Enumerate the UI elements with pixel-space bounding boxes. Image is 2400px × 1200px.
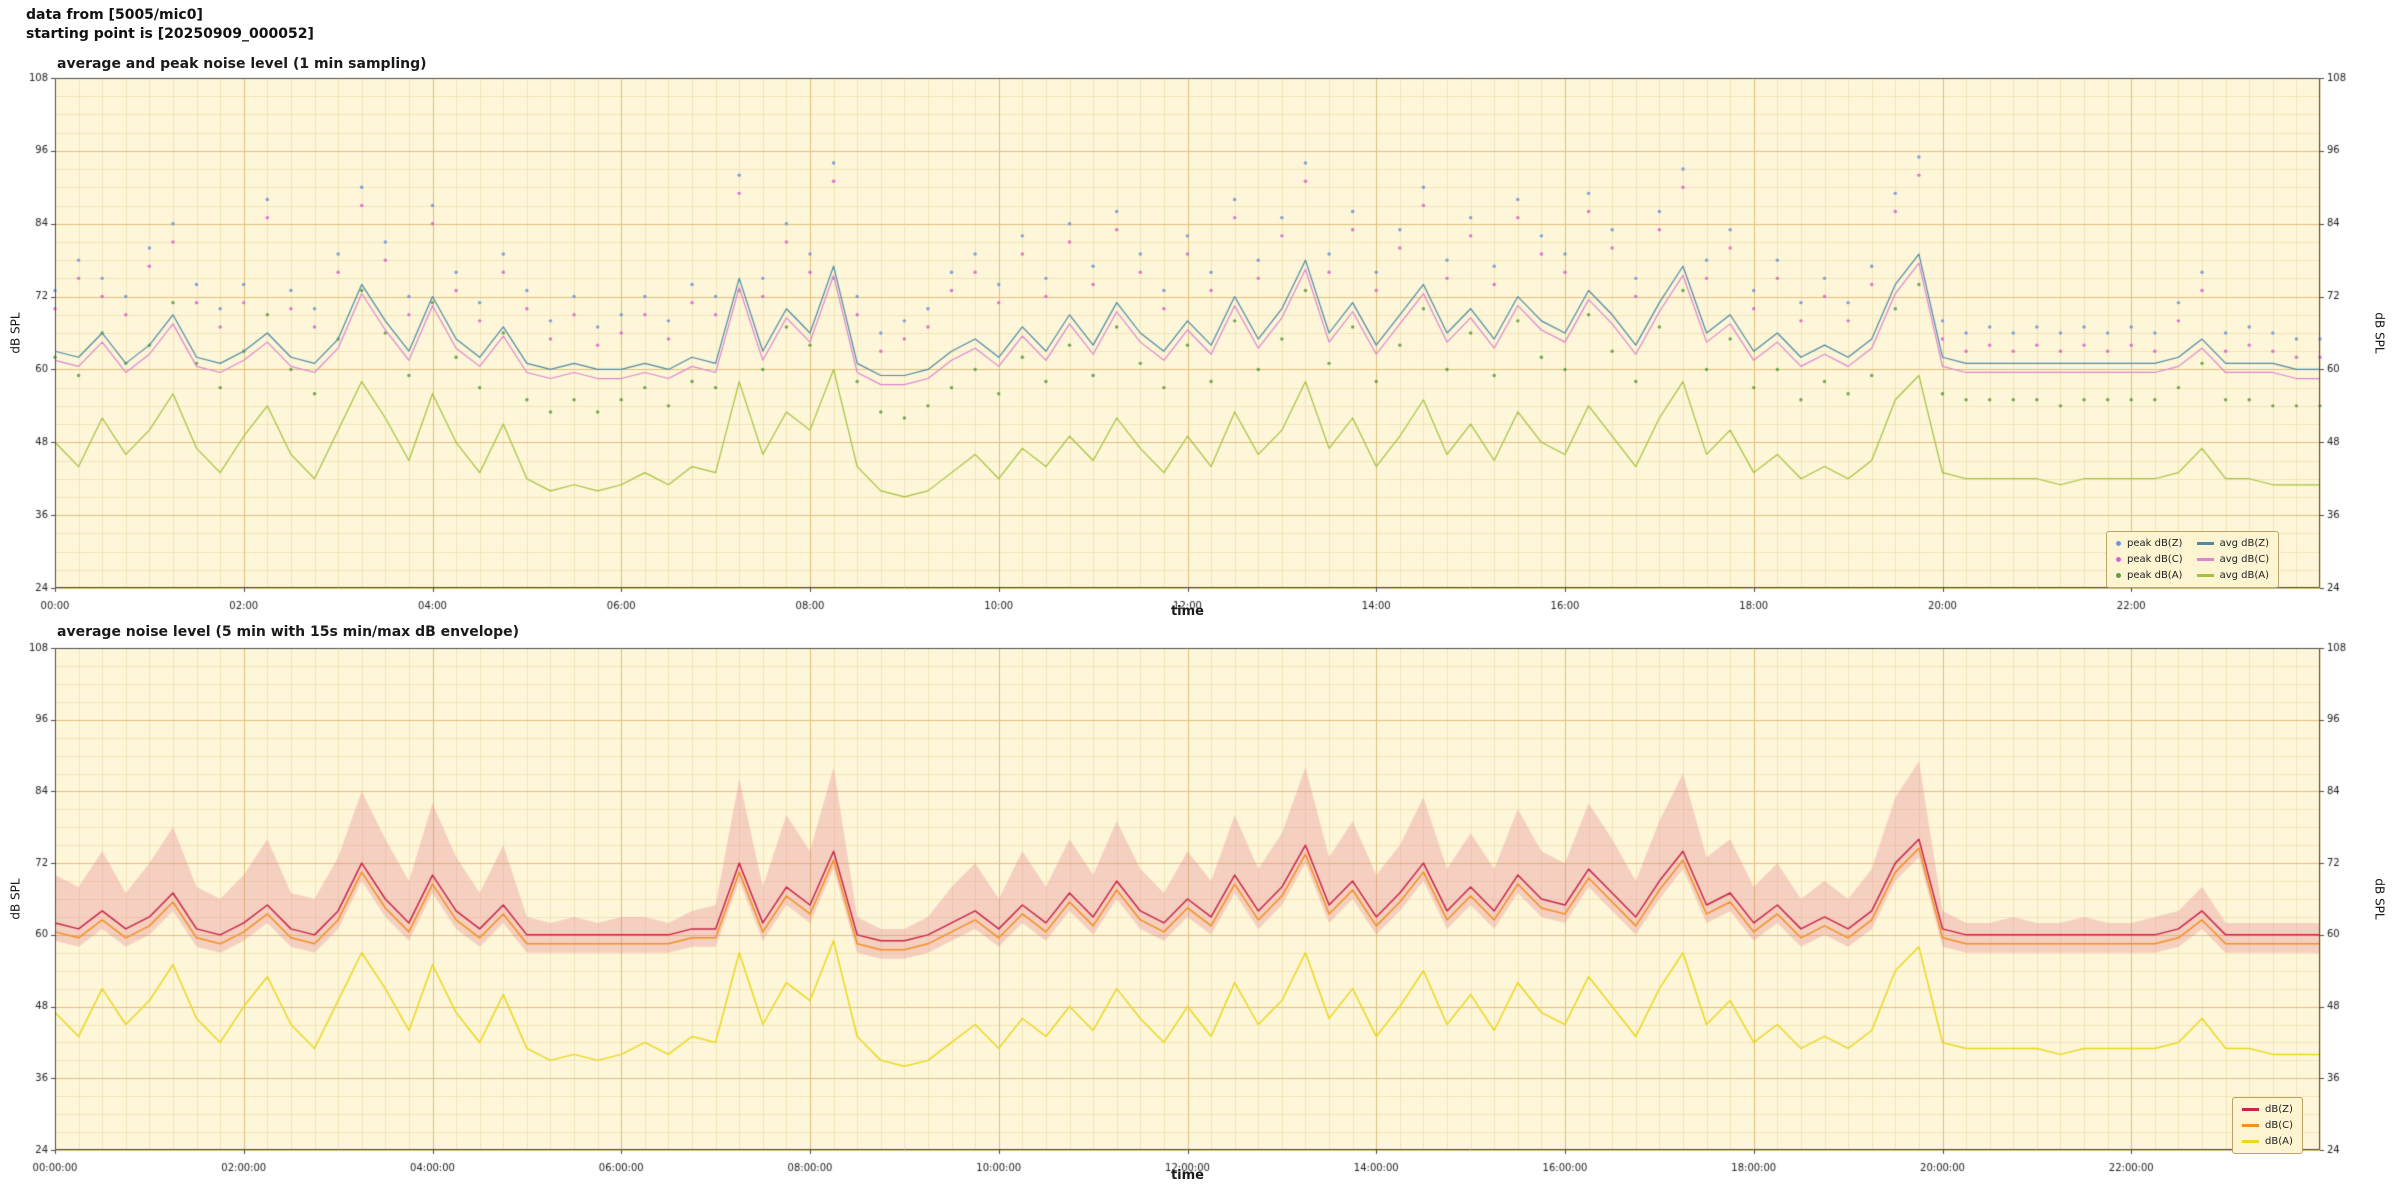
legend-label: dB(A) [2265, 1136, 2293, 1147]
legend-item-avg-dbc: avg dB(C) [2196, 552, 2270, 567]
avg-dba-line-icon [2196, 574, 2214, 577]
header-line2: starting point is [20250909_000052] [26, 26, 314, 42]
legend-label: avg dB(C) [2219, 554, 2270, 565]
header: data from [5005/mic0] starting point is [… [26, 6, 314, 44]
chart2-ylabel-left: dB SPL [9, 878, 24, 920]
dba-line-icon [2242, 1140, 2259, 1143]
dbz-line-icon [2242, 1108, 2259, 1111]
legend-label: dB(Z) [2265, 1104, 2293, 1115]
legend-label: peak dB(C) [2127, 554, 2183, 565]
legend-item-peak-dba: peak dB(A) [2116, 568, 2183, 583]
legend-item-dbz: dB(Z) [2242, 1102, 2293, 1117]
peak-dbc-marker-icon [2116, 557, 2121, 562]
legend-label: avg dB(Z) [2219, 538, 2270, 549]
legend-label: peak dB(Z) [2127, 538, 2183, 549]
peak-dbz-marker-icon [2116, 541, 2121, 546]
dbc-line-icon [2242, 1124, 2259, 1127]
legend-item-avg-dba: avg dB(A) [2196, 568, 2270, 583]
chart2-legend: dB(Z) dB(C) dB(A) [2232, 1097, 2303, 1154]
avg-dbz-line-icon [2196, 542, 2214, 545]
legend-item-peak-dbc: peak dB(C) [2116, 552, 2183, 567]
legend-label: avg dB(A) [2219, 570, 2270, 581]
chart1-legend: peak dB(Z) peak dB(C) peak dB(A) avg dB(… [2106, 531, 2280, 588]
chart2-title: average noise level (5 min with 15s min/… [57, 624, 520, 640]
legend-item-dbc: dB(C) [2242, 1118, 2293, 1133]
chart2-xlabel: time [1170, 1168, 1205, 1183]
legend-label: dB(C) [2265, 1120, 2293, 1131]
chart1-ylabel-left-wrap: dB SPL [4, 303, 28, 363]
header-line1: data from [5005/mic0] [26, 7, 203, 23]
chart1-ylabel-right: dB SPL [2373, 312, 2388, 354]
peak-dba-marker-icon [2116, 573, 2121, 578]
chart2-ylabel-left-wrap: dB SPL [4, 869, 28, 929]
chart1-ylabel-left: dB SPL [9, 312, 24, 354]
chart2-ylabel-right: dB SPL [2373, 878, 2388, 920]
chart1-title: average and peak noise level (1 min samp… [57, 56, 427, 72]
avg-dbc-line-icon [2196, 558, 2214, 561]
chart1-ylabel-right-wrap: dB SPL [2368, 303, 2392, 363]
legend-item-avg-dbz: avg dB(Z) [2196, 536, 2270, 551]
chart1-xlabel: time [1170, 604, 1205, 619]
legend-label: peak dB(A) [2127, 570, 2183, 581]
chart2-ylabel-right-wrap: dB SPL [2368, 869, 2392, 929]
legend-item-dba: dB(A) [2242, 1134, 2293, 1149]
legend-item-peak-dbz: peak dB(Z) [2116, 536, 2183, 551]
